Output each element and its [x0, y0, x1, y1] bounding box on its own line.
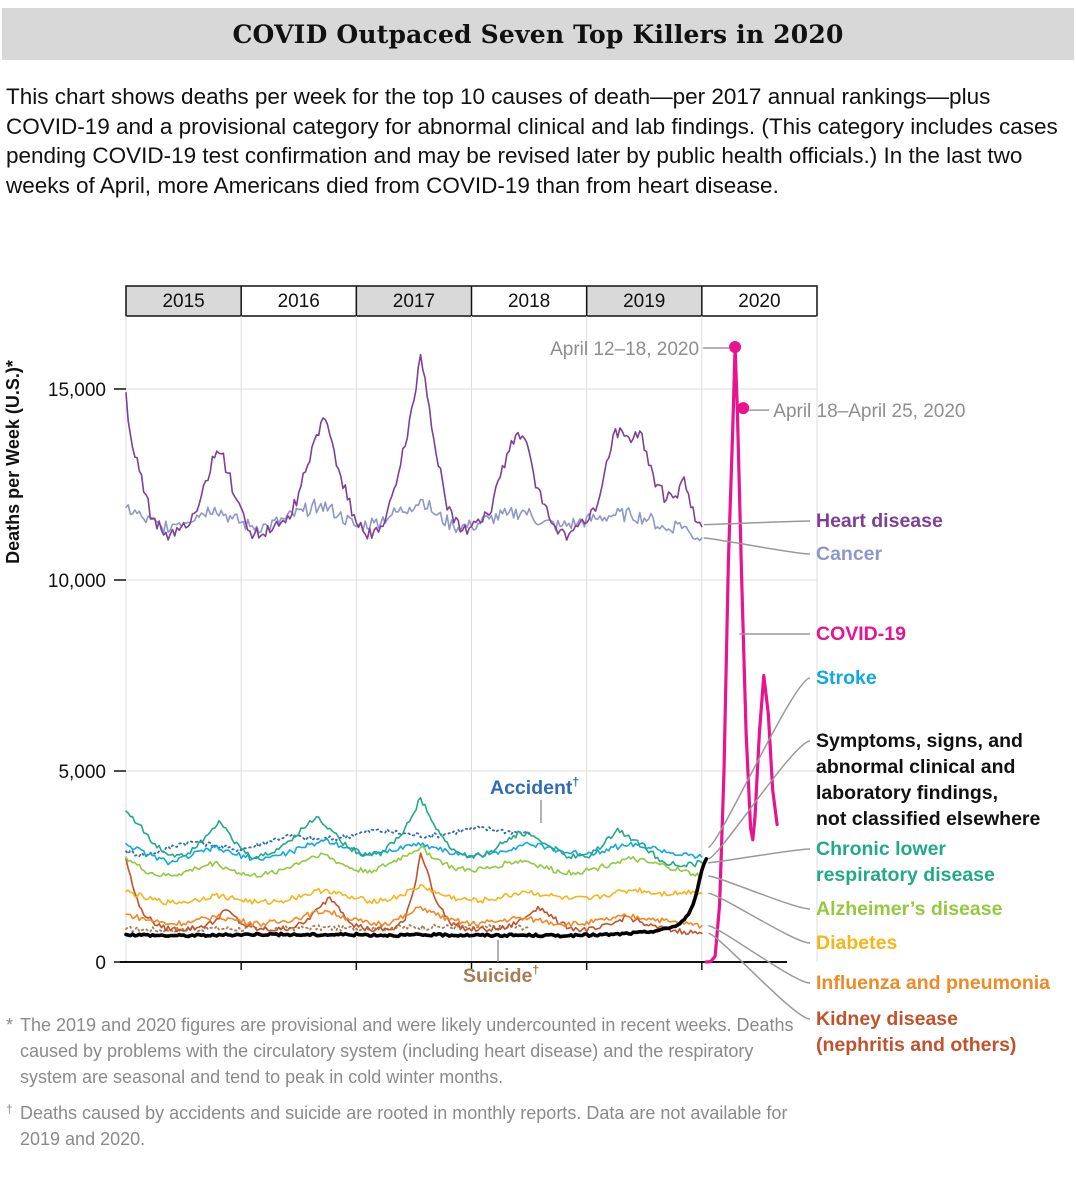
label-leader — [707, 677, 811, 849]
footnotes: * The 2019 and 2020 figures are provisio… — [6, 1012, 796, 1162]
series-label-cancer: Cancer — [703, 537, 883, 565]
annotation-label: April 18–April 25, 2020 — [773, 401, 965, 422]
series-label-line: Symptoms, signs, and — [816, 730, 1023, 752]
label-leader — [708, 875, 811, 910]
label-leader — [707, 932, 811, 1020]
footnote-star-mark: * — [6, 1015, 14, 1035]
series-line-alzheimer-s-disease — [125, 845, 703, 879]
series-label-chronic-lower-respiratory-disease: Chronic lower respiratory disease — [708, 838, 995, 886]
series-label-influenza-and-pneumonia: Influenza and pneumonia — [708, 924, 1050, 994]
footnote-star-text: The 2019 and 2020 figures are provisiona… — [20, 1015, 794, 1087]
year-cell-2018 — [471, 286, 587, 316]
series-line-chronic-lower-respiratory-disease — [125, 796, 703, 868]
y-tick-label: 15,000 — [48, 380, 106, 401]
y-tick-label: 5,000 — [58, 762, 106, 783]
footnote-star: * The 2019 and 2020 figures are provisio… — [6, 1012, 796, 1090]
series-line-heart-disease — [125, 353, 703, 541]
series-label-covid-19: COVID-19 — [739, 623, 906, 645]
year-label-2018: 2018 — [508, 291, 550, 312]
title-bar: COVID Outpaced Seven Top Killers in 2020 — [2, 8, 1074, 60]
series-line-covid-19 — [704, 345, 779, 964]
series-label-line: Heart disease — [816, 510, 943, 532]
label-leader — [703, 537, 811, 555]
series-label-line: Stroke — [816, 667, 877, 689]
series-label-symptoms-signs-and-abnormal-clinical-and-laboratory-findings-not-classified-elsewhere: Symptoms, signs, and abnormal clinical an… — [707, 730, 1041, 860]
series-label-alzheimer-s-disease: Alzheimer’s disease — [708, 875, 1003, 920]
axes: 0 5,000 10,000 15,000 Deaths per Week (U.S.)… — [3, 360, 787, 974]
series-line-cancer — [125, 498, 703, 542]
series-label-heart-disease: Heart disease — [703, 510, 943, 532]
year-label-2017: 2017 — [393, 291, 435, 312]
series-label-line: Diabetes — [816, 932, 897, 954]
series-line-diabetes — [125, 883, 703, 906]
covid-second-peak-marker — [737, 402, 750, 415]
series-label-line: (nephritis and others) — [816, 1034, 1016, 1056]
series-label-stroke: Stroke — [707, 667, 877, 849]
label-leader — [707, 740, 811, 860]
label-leader — [703, 520, 811, 526]
annotation-layer: April 12–18, 2020 April 18–April 25, 2020 — [550, 339, 965, 422]
footnote-dagger-mark: † — [6, 1102, 13, 1116]
series-label-line: Kidney disease — [816, 1008, 958, 1030]
series-label-line: Alzheimer’s disease — [816, 898, 1003, 920]
series-layer — [124, 345, 779, 964]
year-label-2019: 2019 — [623, 291, 665, 312]
footnote-dagger: † Deaths caused by accidents and suicide… — [6, 1100, 796, 1152]
year-label-2015: 2015 — [162, 291, 204, 312]
series-label-accident: Accident† — [490, 775, 579, 799]
annotation-label: April 12–18, 2020 — [550, 339, 699, 360]
grid-lines — [118, 316, 818, 962]
series-line-stroke — [125, 838, 703, 866]
label-layer: Heart disease Cancer COVID-19 Stroke Symptom… — [463, 510, 1050, 1056]
year-cell-2016 — [241, 286, 357, 316]
year-band: 2015 2016 2017 2018 2019 2020 — [125, 285, 818, 317]
series-label-dagger: † — [532, 963, 539, 977]
series-label-line: respiratory disease — [816, 864, 995, 886]
year-cell-2017 — [356, 286, 472, 316]
year-cell-2020 — [701, 286, 817, 316]
series-label-line: COVID-19 — [816, 623, 906, 645]
year-label-2020: 2020 — [738, 291, 780, 312]
year-cell-2015 — [126, 286, 242, 316]
intro-paragraph: This chart shows deaths per week for the… — [6, 84, 1058, 198]
label-leader — [708, 924, 811, 984]
series-line-influenza-and-pneumonia — [125, 905, 703, 929]
series-label-line: Cancer — [816, 543, 883, 565]
series-label-kidney-disease-nephritis-and-others: Kidney disease (nephritis and others) — [707, 932, 1016, 1056]
covid-peak-marker — [729, 340, 742, 353]
series-label-dagger: † — [572, 775, 579, 789]
page-title: COVID Outpaced Seven Top Killers in 2020 — [232, 19, 844, 49]
series-label-line: laboratory findings, — [816, 782, 998, 804]
y-tick-label: 10,000 — [48, 571, 106, 592]
series-line-accident — [125, 825, 530, 858]
label-leader — [708, 892, 811, 944]
y-axis-label: Deaths per Week (U.S.)* — [3, 360, 23, 564]
year-cell-2019 — [586, 286, 702, 316]
series-label-diabetes: Diabetes — [708, 892, 897, 954]
series-label-line: Chronic lower — [816, 838, 946, 860]
label-leader — [708, 848, 811, 864]
series-label-suicide: Suicide† — [463, 963, 539, 987]
series-line-symptoms-signs-and-abnormal-clinical-and-laboratory-findings-not-classified-elsewhere — [124, 857, 709, 939]
series-label-line: abnormal clinical and — [816, 756, 1015, 778]
series-label-line: Influenza and pneumonia — [816, 972, 1050, 994]
series-label-line: not classified elsewhere — [816, 808, 1041, 830]
footnote-dagger-text: Deaths caused by accidents and suicide a… — [20, 1103, 788, 1149]
y-tick-label: 0 — [95, 953, 106, 974]
year-label-2016: 2016 — [278, 291, 320, 312]
